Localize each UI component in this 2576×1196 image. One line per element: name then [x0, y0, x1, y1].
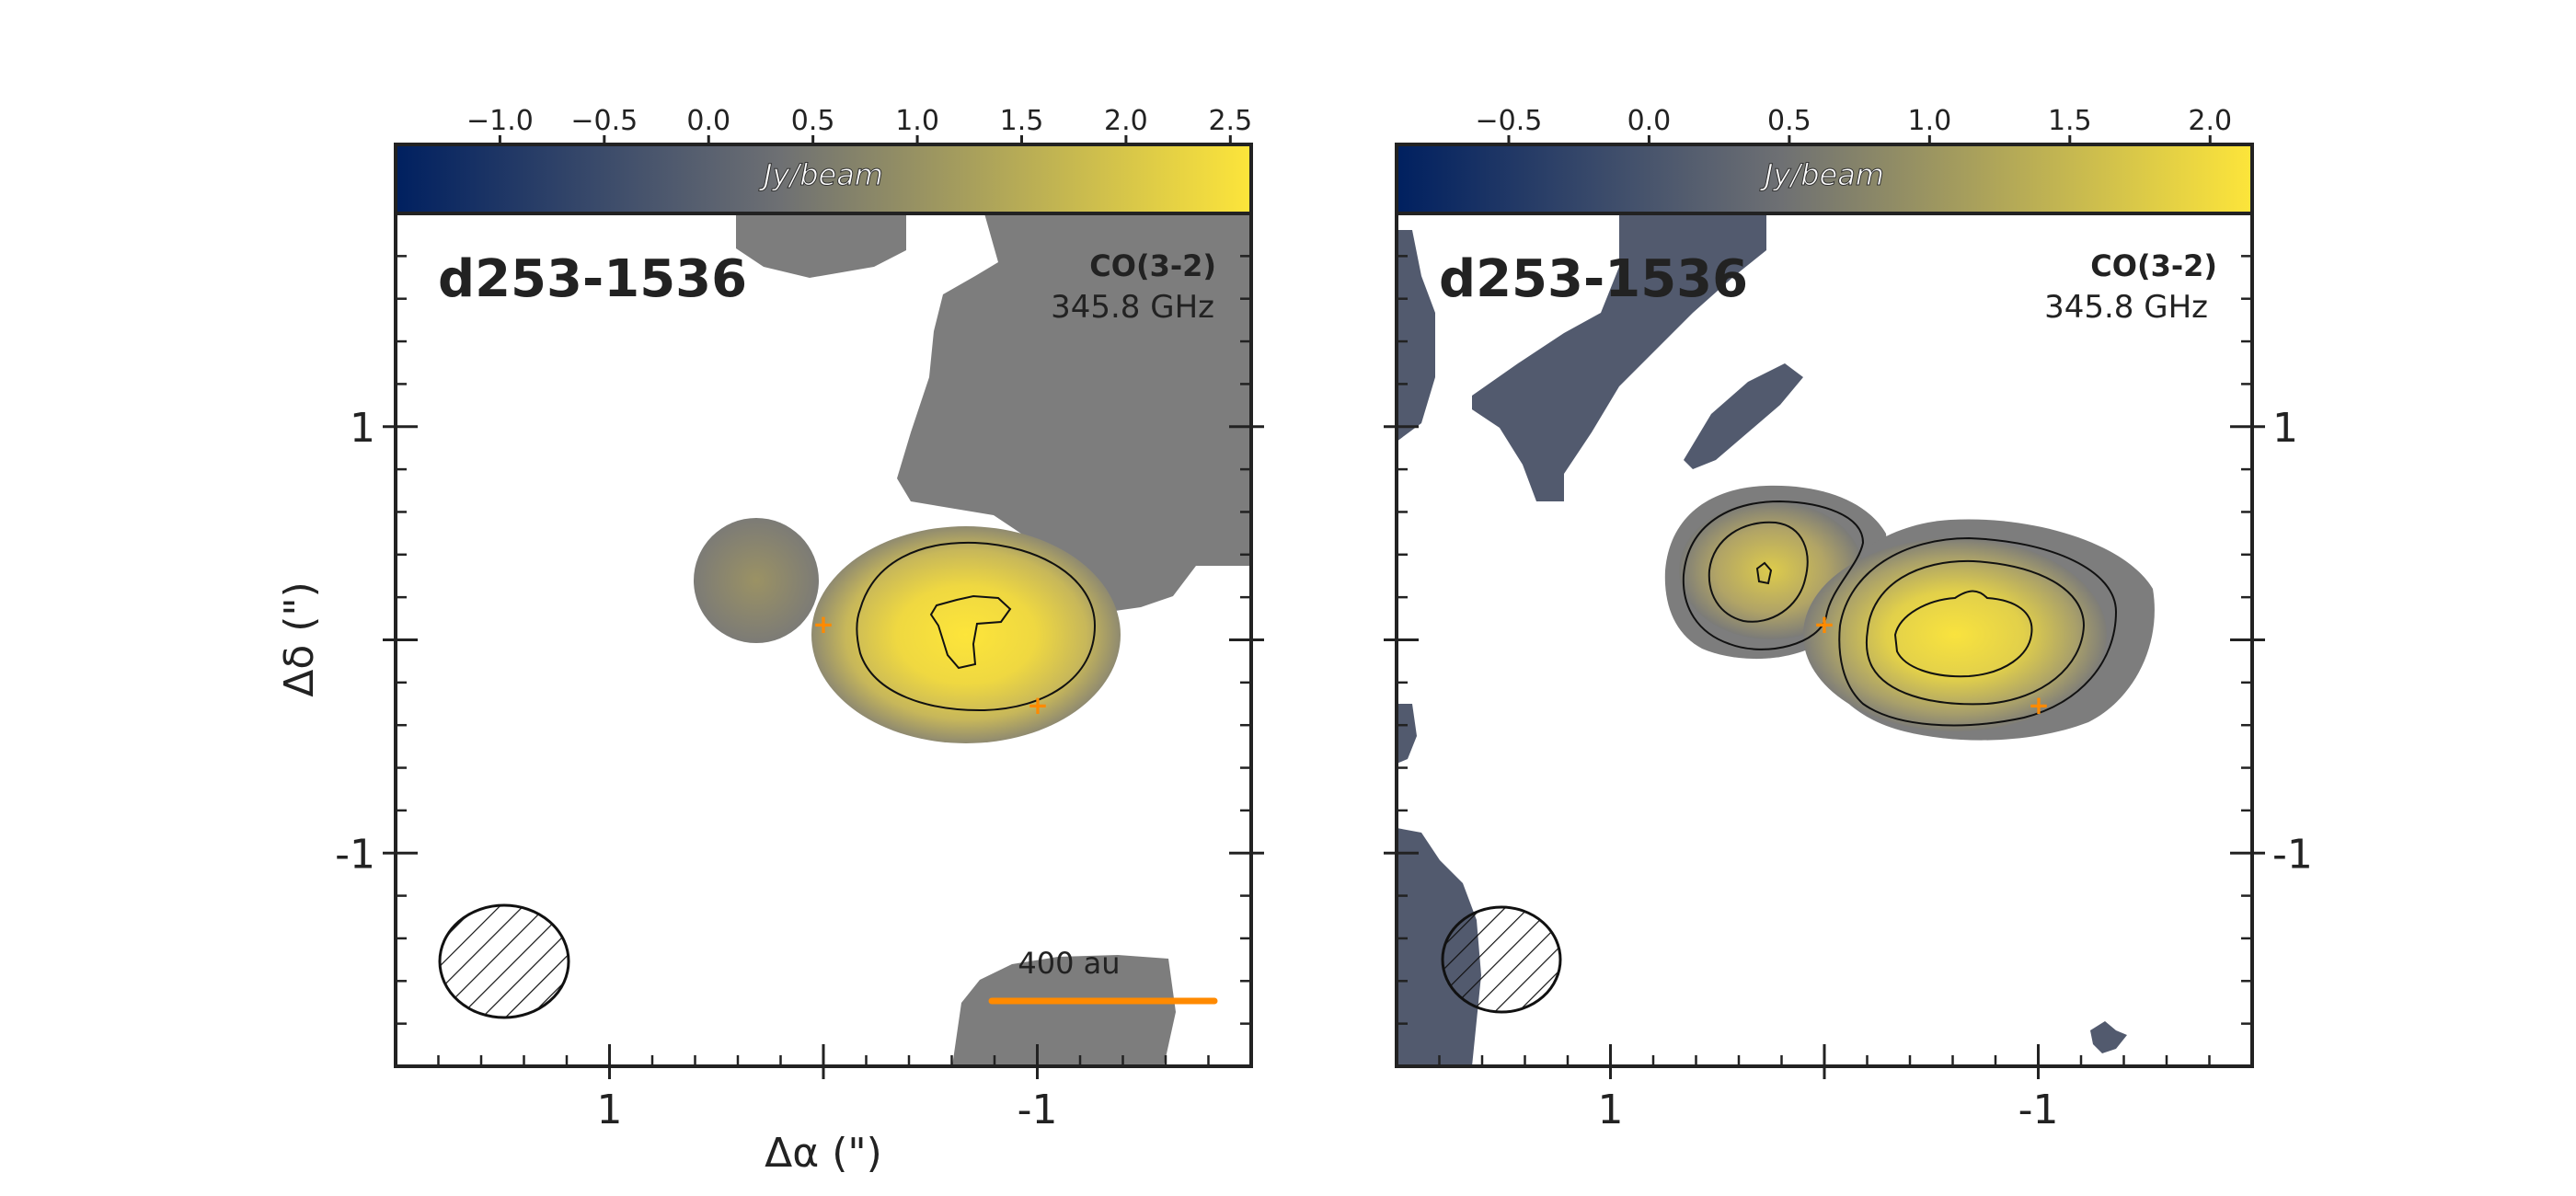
right-colorbar	[1395, 143, 2254, 215]
left-beam	[438, 903, 570, 1019]
left-image	[694, 213, 1251, 1066]
right-blue-patch-bottom-left	[1397, 828, 1481, 1066]
right-frequency: 345.8 GHz	[2044, 289, 2208, 326]
left-scale-bar-label: 400 au	[1018, 946, 1120, 981]
left-colorbar	[394, 143, 1253, 215]
left-gray-region-bottom	[952, 955, 1176, 1066]
right-contour-left-outer	[1682, 500, 1865, 650]
left-cb-tick-label: 0.5	[791, 105, 835, 137]
panel-left: −1.0 −0.5 0.0 0.5 1.0 1.5 2.0 2.5 Jy/beam 1 -1 1 -…	[335, 105, 1264, 1133]
left-colorbar-ticks: −1.0 −0.5 0.0 0.5 1.0 1.5 2.0 2.5	[466, 105, 1252, 144]
right-beam	[1441, 905, 1562, 1014]
right-axis-ticks: 1 -1 1 -1	[1384, 255, 2313, 1133]
x-axis-label: Δα (")	[765, 1130, 882, 1177]
right-line-label: CO(3-2)	[2090, 248, 2217, 283]
right-blue-patch-left-mid	[1397, 704, 1417, 764]
right-contour-left-inner	[1708, 521, 1809, 623]
left-cb-tick-label: −1.0	[466, 105, 534, 137]
right-blue-patch-top	[1472, 213, 1766, 501]
left-axis-ticks: 1 -1 1 -1	[335, 255, 1264, 1133]
right-cb-tick-label: −0.5	[1476, 105, 1543, 137]
left-cb-tick-label: 0.0	[686, 105, 730, 137]
right-y-tick-label: 1	[2272, 405, 2298, 452]
left-gray-patch-top	[736, 213, 906, 278]
right-contour-right-outer	[1838, 536, 2118, 727]
left-source-name: d253-1536	[438, 249, 747, 309]
left-x-tick-label: 1	[597, 1087, 623, 1133]
right-colorbar-ticks: −0.5 0.0 0.5 1.0 1.5 2.0	[1476, 105, 2232, 144]
right-x-tick-label: 1	[1598, 1087, 1624, 1133]
left-marker-2: +	[1027, 690, 1048, 720]
right-x-tick-label: -1	[2018, 1087, 2059, 1133]
right-contour-right-inner	[1893, 590, 2033, 678]
y-axis-label: Δδ (")	[276, 581, 323, 697]
left-gray-region-upper	[897, 213, 1251, 612]
left-x-tick-label: -1	[1018, 1087, 1058, 1133]
right-marker-2: +	[2028, 690, 2049, 720]
left-contour-outer	[856, 541, 1097, 712]
right-cb-tick-label: 0.5	[1767, 105, 1811, 137]
right-emission-right	[1803, 538, 2107, 731]
left-cb-tick-label: −0.5	[570, 105, 638, 137]
left-colorbar-unit: Jy/beam	[758, 157, 883, 192]
left-cb-tick-label: 1.5	[1000, 105, 1044, 137]
right-image	[1397, 213, 2155, 1066]
panel-right: −0.5 0.0 0.5 1.0 1.5 2.0 Jy/beam 1 -1 1 -1 d253-…	[1384, 105, 2313, 1133]
left-cb-tick-label: 1.0	[895, 105, 939, 137]
left-y-tick-label: 1	[350, 405, 375, 452]
left-cb-tick-label: 2.0	[1104, 105, 1148, 137]
left-y-tick-label: -1	[335, 831, 375, 878]
right-blue-patch-left-top	[1397, 230, 1435, 442]
right-source-name: d253-1536	[1439, 249, 1748, 309]
left-line-label: CO(3-2)	[1089, 248, 1216, 283]
right-cb-tick-label: 1.0	[1907, 105, 1951, 137]
left-frequency: 345.8 GHz	[1051, 289, 1214, 326]
right-marker-1: +	[1813, 609, 1834, 639]
right-colorbar-unit: Jy/beam	[1759, 157, 1884, 192]
right-cb-tick-label: 0.0	[1627, 105, 1672, 137]
right-contour-left-core	[1755, 561, 1773, 585]
right-cb-tick-label: 1.5	[2048, 105, 2092, 137]
right-cb-tick-label: 2.0	[2188, 105, 2232, 137]
right-blue-patch-strip	[1684, 363, 1803, 469]
left-cb-tick-label: 2.5	[1208, 105, 1252, 137]
right-y-tick-label: -1	[2272, 831, 2313, 878]
left-contour-inner	[929, 594, 1012, 670]
right-blue-patch-bottom-right	[2090, 1021, 2127, 1053]
left-small-blob	[694, 518, 819, 643]
right-contour-right-mid	[1865, 559, 2086, 706]
left-marker-1: +	[812, 609, 834, 639]
